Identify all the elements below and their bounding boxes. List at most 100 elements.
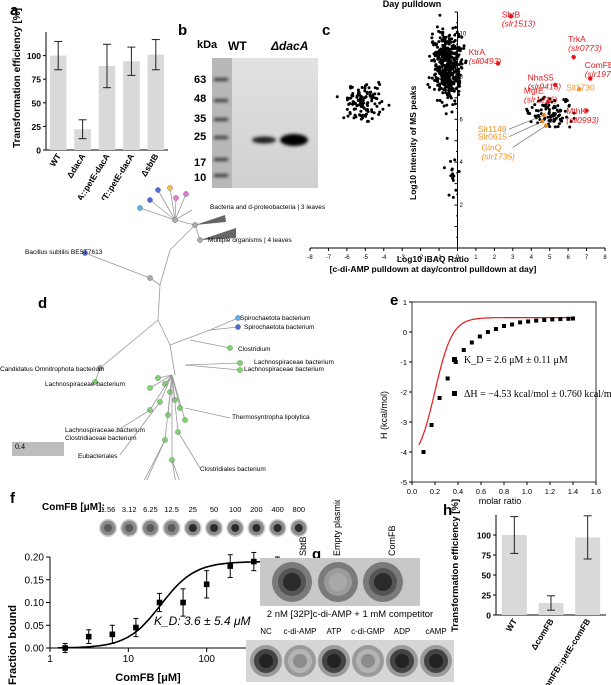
panel-g: 2 nM [32P]c-di-AMP + 1 mM competitor Sbt… <box>246 500 454 682</box>
data-point <box>449 59 453 63</box>
y-tick-label: 10 <box>460 31 467 37</box>
tree-node <box>183 191 189 197</box>
data-point <box>557 122 561 126</box>
x-tick-label: 0.4 <box>453 487 463 496</box>
x-tick-label: -6 <box>344 255 350 261</box>
tree-node <box>235 324 241 330</box>
branch <box>149 199 176 221</box>
spot-core <box>273 524 282 532</box>
data-point <box>387 103 391 107</box>
y-tick-label: 1 <box>403 298 407 307</box>
data-point <box>530 105 534 109</box>
data-point <box>156 599 163 606</box>
data-point <box>436 80 440 84</box>
collapsed-clade <box>195 215 226 225</box>
data-point <box>539 108 543 112</box>
data-point <box>454 188 458 192</box>
data-point <box>568 125 572 129</box>
data-point <box>447 91 451 95</box>
data-point <box>444 72 448 76</box>
spot-core <box>104 524 112 532</box>
data-point <box>380 99 384 103</box>
highlight-gene: (slr1513) <box>502 18 536 28</box>
data-point <box>381 107 385 111</box>
data-point <box>440 38 444 42</box>
data-point <box>377 113 381 117</box>
concentration-label: 12.5 <box>164 505 179 514</box>
data-point <box>457 93 461 97</box>
data-point <box>445 376 450 381</box>
highlight-label: NhaS5 <box>528 73 554 83</box>
fit-curve <box>418 317 573 446</box>
data-point <box>453 99 457 103</box>
marker-63: 63 <box>194 74 207 86</box>
data-point <box>346 114 350 118</box>
panel-c-chart: Day pulldown Log10 Intensity of MS peaks… <box>307 0 611 274</box>
data-point <box>352 107 356 111</box>
panel-g-letter: g <box>312 546 322 563</box>
branch <box>174 193 187 221</box>
panel-h-chart: Transformation efficiency [%] 0 25 50 75 100… <box>450 499 606 685</box>
category-label: WT <box>47 151 63 168</box>
data-point <box>460 58 464 62</box>
data-point <box>446 96 450 100</box>
y-tick-label: -1 <box>400 358 407 367</box>
data-point <box>434 76 438 80</box>
data-point <box>450 167 454 171</box>
data-point <box>451 61 455 65</box>
x-tick-label: -5 <box>363 255 369 261</box>
data-point <box>451 178 455 182</box>
data-point <box>536 114 540 118</box>
bar <box>98 65 116 150</box>
data-point <box>458 84 462 88</box>
y-tick-label: 0 <box>36 146 41 156</box>
x-tick-label: 1.0 <box>522 487 532 496</box>
x-tick-label: -7 <box>326 255 332 261</box>
concentration-label: 200 <box>250 505 263 514</box>
data-point <box>363 89 367 93</box>
data-point <box>547 103 551 107</box>
data-point <box>562 98 566 102</box>
data-point <box>436 53 440 57</box>
data-point <box>448 94 452 98</box>
data-point <box>345 107 349 111</box>
data-point <box>203 581 210 588</box>
data-point <box>533 103 537 107</box>
panel-e-ylabel: H (kcal/mol) <box>379 391 389 439</box>
highlight-label: GlnQ <box>481 142 501 152</box>
highlight-label: SbtB <box>502 9 521 19</box>
data-point <box>564 100 568 104</box>
highlight-gene: (slr1735) <box>481 151 515 161</box>
panel-f-conc-label: ComFB [μM]: <box>42 502 105 513</box>
data-point <box>350 93 354 97</box>
data-point <box>429 423 434 427</box>
highlight-label: MgtE <box>524 86 544 96</box>
data-point <box>364 112 368 116</box>
data-point <box>433 59 437 63</box>
spot-core <box>374 573 392 591</box>
y-tick-label: 100 <box>27 51 41 61</box>
data-point <box>370 108 374 112</box>
data-point <box>441 27 445 31</box>
x-tick-label: 5 <box>548 255 552 261</box>
branch <box>174 197 177 221</box>
panel-d-scale: 0.4 <box>15 442 25 451</box>
panel-a-chart: Transformation efficiency [%] 0 25 50 75 100… <box>12 8 168 200</box>
data-point <box>453 65 457 69</box>
data-point <box>438 87 442 91</box>
panel-h-letter: h <box>443 502 453 519</box>
highlight-gene: (slr0773) <box>568 43 602 53</box>
data-point <box>363 84 367 88</box>
data-point <box>368 94 372 98</box>
data-point <box>378 110 382 114</box>
panel-e-dh: ΔH = −4.53 kcal/mol ± 0.760 kcal/mol <box>464 389 611 400</box>
highlight-label: MthK <box>566 106 586 116</box>
spot-core <box>231 524 240 532</box>
tree-node <box>155 187 161 193</box>
highlight-point <box>508 14 514 19</box>
tree-node <box>235 315 241 321</box>
data-point <box>450 110 454 114</box>
data-point <box>551 106 555 110</box>
data-point <box>447 88 451 92</box>
marker-17: 17 <box>194 157 207 169</box>
